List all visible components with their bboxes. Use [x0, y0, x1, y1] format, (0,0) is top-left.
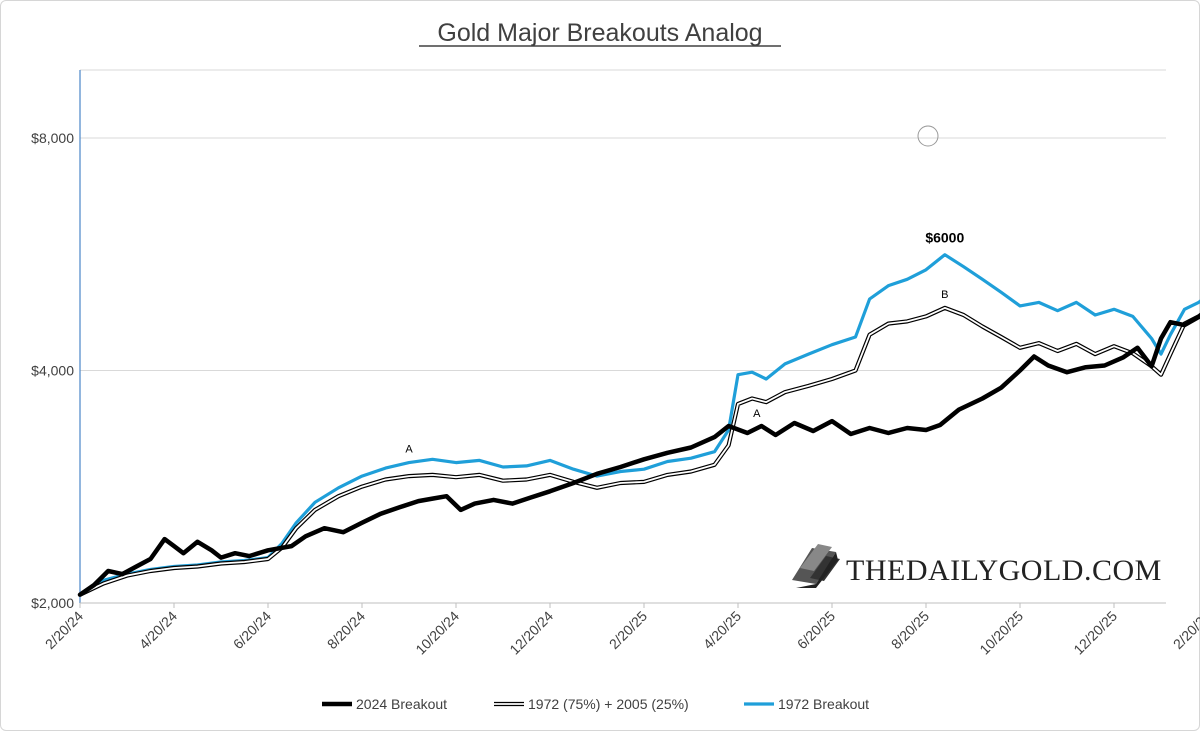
annotation-3: A: [753, 408, 761, 420]
x-tick-label-9: 8/20/25: [888, 608, 932, 652]
y-tick-label-0: $2,000: [31, 595, 74, 611]
brand-text: THEDAILYGOLD.COM: [846, 554, 1162, 587]
brand-logo: THEDAILYGOLD.COM: [792, 544, 1162, 588]
x-tick-label-5: 12/20/24: [506, 608, 556, 658]
legend-item-0: 2024 Breakout: [322, 696, 447, 712]
series-line-1972-75-2005-25-inner: [79, 307, 1200, 596]
legend-item-2: 1972 Breakout: [744, 696, 869, 712]
x-tick-label-8: 6/20/25: [794, 608, 838, 652]
annotation-4: B: [941, 289, 948, 301]
legend-item-0-label: 2024 Breakout: [356, 696, 447, 712]
series-line-1972-breakout: [79, 253, 1200, 597]
x-tick-label-1: 4/20/24: [136, 608, 180, 652]
x-tick-label-2: 6/20/24: [230, 608, 274, 652]
y-tick-label-2: $8,000: [31, 130, 74, 146]
x-tick-label-4: 10/20/24: [412, 608, 462, 658]
annotation-2: A: [405, 443, 413, 455]
x-tick-label-7: 4/20/25: [700, 608, 744, 652]
legend-item-1: 1972 (75%) + 2005 (25%): [494, 696, 689, 712]
x-tick-label-3: 8/20/24: [324, 608, 368, 652]
chart-title: Gold Major Breakouts Analog: [437, 19, 762, 47]
series-line-1972-75-2005-25: [79, 305, 1200, 597]
peak-marker-circle: [917, 125, 939, 147]
x-axis: 2/20/24 4/20/24 6/20/24 8/20/24 10/20/24 12/2…: [42, 602, 1200, 658]
annotation-0: $6000: [925, 230, 964, 246]
series-line-2024-breakout: [77, 314, 1200, 597]
x-tick-label-10: 10/20/25: [976, 608, 1026, 658]
x-tick-label-6: 2/20/25: [606, 608, 650, 652]
series-line-1972-75-2005-25-outer: [79, 305, 1200, 597]
legend-item-1-label: 1972 (75%) + 2005 (25%): [528, 696, 689, 712]
x-tick-label-0: 2/20/24: [42, 608, 86, 652]
gold-bar-icon: [792, 544, 840, 588]
x-tick-label-12: 2/20/26: [1170, 608, 1200, 652]
legend: 2024 Breakout 1972 (75%) + 2005 (25%) 1972…: [322, 696, 869, 712]
legend-item-2-label: 1972 Breakout: [778, 696, 869, 712]
x-tick-label-11: 12/20/25: [1070, 608, 1120, 658]
y-tick-label-1: $4,000: [31, 363, 74, 379]
annotations: $6000$9200AABB: [405, 230, 964, 456]
y-axis: $2,000 $4,000 $8,000: [31, 70, 81, 611]
series-group: [77, 253, 1200, 597]
